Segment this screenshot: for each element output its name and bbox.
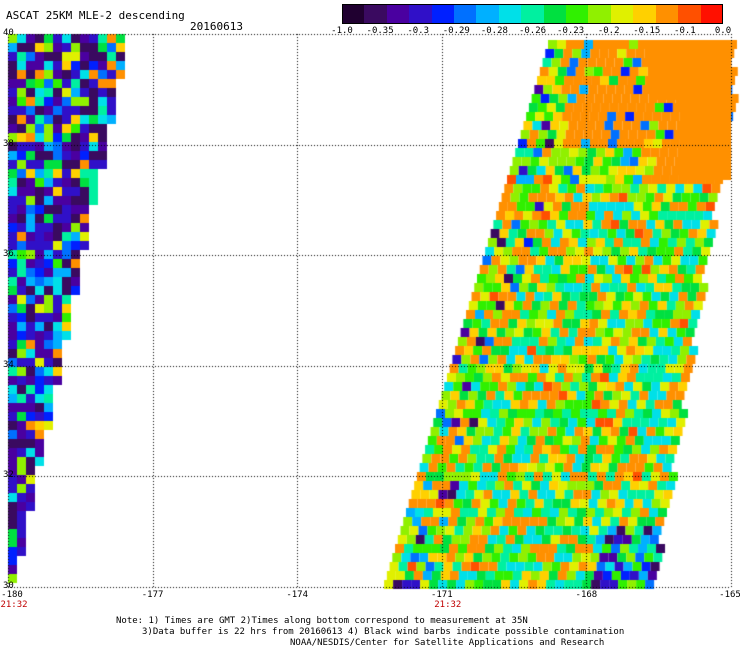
colorbar-tick-label: -0.23 [557,26,585,36]
colorbar-swatch [409,4,432,24]
colorbar-swatch [700,4,723,24]
longitude-label: -171 [430,590,453,600]
colorbar-swatch [588,4,611,24]
map-title: ASCAT 25KM MLE-2 descending [6,9,185,22]
time-label: 21:32 [0,600,28,610]
colorbar-tick-label: 0.0 [714,26,732,36]
colorbar-swatch [364,4,387,24]
colorbar-tick-label: -0.3 [407,26,430,36]
colorbar [342,4,723,24]
colorbar-swatch [431,4,455,24]
colorbar-swatch [610,4,634,24]
latitude-label: 38 [3,138,14,149]
colorbar-swatch [521,4,544,24]
latitude-label: 34 [3,359,14,370]
colorbar-tick-label: -0.35 [366,26,394,36]
note-line-2: 3)Data buffer is 22 hrs from 20160613 4)… [142,627,625,637]
colorbar-tick-label: -1.0 [331,26,353,36]
colorbar-tick-label: -0.28 [480,26,508,36]
colorbar-frame [342,4,723,24]
colorbar-swatch [566,4,589,24]
colorbar-swatch [386,4,410,24]
colorbar-tick-label: -0.15 [633,26,661,36]
colorbar-tick-label: -0.29 [442,26,470,36]
colorbar-swatch [454,4,477,24]
colorbar-swatch [342,4,365,24]
longitude-label: -165 [719,590,740,600]
latitude-label: 32 [3,470,14,481]
longitude-label: -177 [141,590,164,600]
longitude-label: -168 [575,590,598,600]
longitude-label: -180 [1,590,23,600]
latitude-label: 30 [3,581,14,591]
colorbar-tick-label: -0.2 [597,26,620,36]
time-label: 21:32 [434,600,462,610]
note-line-3: NOAA/NESDIS/Center for Satellite Applica… [290,638,605,648]
colorbar-swatch [655,4,679,24]
colorbar-swatch [543,4,567,24]
colorbar-swatch [678,4,701,24]
colorbar-swatch [476,4,499,24]
colorbar-tick-label: -0.1 [674,26,696,36]
latitude-label: 40 [3,28,14,38]
latitude-label: 36 [3,249,14,260]
colorbar-swatch [498,4,522,24]
colorbar-swatch [633,4,656,24]
note-line-1: Note: 1) Times are GMT 2)Times along bot… [116,616,528,626]
longitude-label: -174 [286,590,309,600]
colorbar-tick-label: -0.26 [518,26,547,36]
map-date: 20160613 [190,20,243,33]
